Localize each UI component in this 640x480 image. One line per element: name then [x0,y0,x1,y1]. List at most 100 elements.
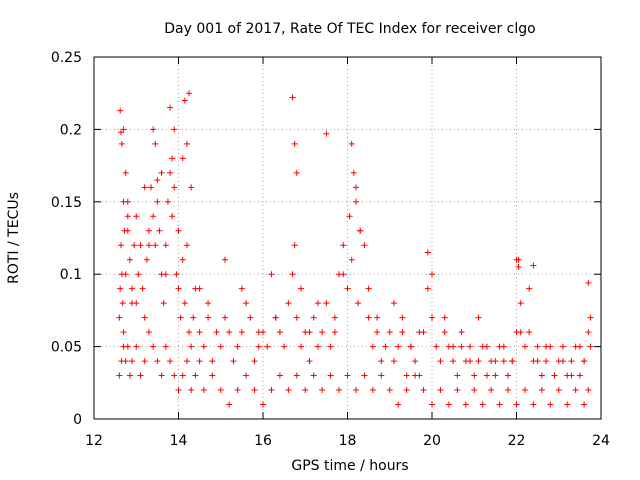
data-point [264,343,271,350]
data-point [234,343,241,350]
data-point [378,372,385,379]
data-point [538,372,545,379]
data-point [188,387,195,394]
data-point [243,300,250,307]
data-point [500,358,507,365]
data-point [585,279,592,286]
data-point [587,343,594,350]
data-point [293,372,300,379]
data-point [131,242,138,249]
data-point [346,213,353,220]
data-point [205,300,212,307]
data-point [576,343,583,350]
data-point [576,372,583,379]
data-point [148,184,155,191]
y-tick-label: 0.1 [60,267,82,283]
data-point [179,256,186,263]
data-point [298,343,305,350]
data-point [171,372,178,379]
data-point [306,358,313,365]
data-point [390,358,397,365]
data-point [226,401,233,408]
data-point [488,387,495,394]
y-tick-label: 0 [73,412,82,428]
data-point [547,401,554,408]
data-point [289,271,296,278]
data-point [196,329,203,336]
y-tick-label: 0.05 [51,340,82,356]
data-point [572,387,579,394]
data-point [251,358,258,365]
data-point [585,387,592,394]
data-point [177,314,184,321]
data-point [483,372,490,379]
data-point [350,169,357,176]
data-point [186,329,193,336]
y-tick-label: 0.25 [51,50,82,66]
data-point [281,343,288,350]
data-point [145,242,152,249]
data-point [190,314,197,321]
data-point [217,387,224,394]
data-point [188,184,195,191]
data-point [559,343,566,350]
data-point [285,387,292,394]
data-point [361,242,368,249]
data-point [175,387,182,394]
x-tick-label: 14 [170,433,188,449]
data-point [327,372,334,379]
data-point [158,169,165,176]
data-point [255,343,262,350]
data-point [458,343,465,350]
data-point [521,343,528,350]
data-point [124,213,131,220]
data-point [458,329,465,336]
data-point [145,227,152,234]
data-point [496,401,503,408]
data-point [390,300,397,307]
data-point [585,329,592,336]
data-point [129,300,136,307]
data-point [291,242,298,249]
data-point [120,126,127,133]
data-points [116,90,594,408]
data-point [340,271,347,278]
data-point [230,358,237,365]
data-point [395,401,402,408]
data-point [154,198,161,205]
data-point [145,329,152,336]
data-point [188,343,195,350]
data-point [133,343,140,350]
data-point [355,300,362,307]
data-point [386,329,393,336]
data-point [500,343,507,350]
data-point [445,401,452,408]
data-point [378,358,385,365]
data-point [314,343,321,350]
data-point [141,358,148,365]
data-point [221,314,228,321]
data-point [344,285,351,292]
y-tick-label: 0.2 [60,122,82,138]
data-point [429,314,435,321]
data-point [374,314,381,321]
data-point [289,94,296,101]
data-point [285,300,292,307]
data-point [587,314,594,321]
data-point [160,300,167,307]
data-point [276,372,283,379]
data-point [186,90,193,97]
data-point [135,271,142,278]
data-point [403,387,410,394]
data-point [152,140,159,147]
data-point [196,285,203,292]
data-point [171,184,178,191]
data-point [441,329,448,336]
data-point [515,263,522,270]
data-point [171,126,178,133]
data-point [479,401,486,408]
data-point [251,387,258,394]
data-point [407,343,414,350]
data-point [467,358,474,365]
